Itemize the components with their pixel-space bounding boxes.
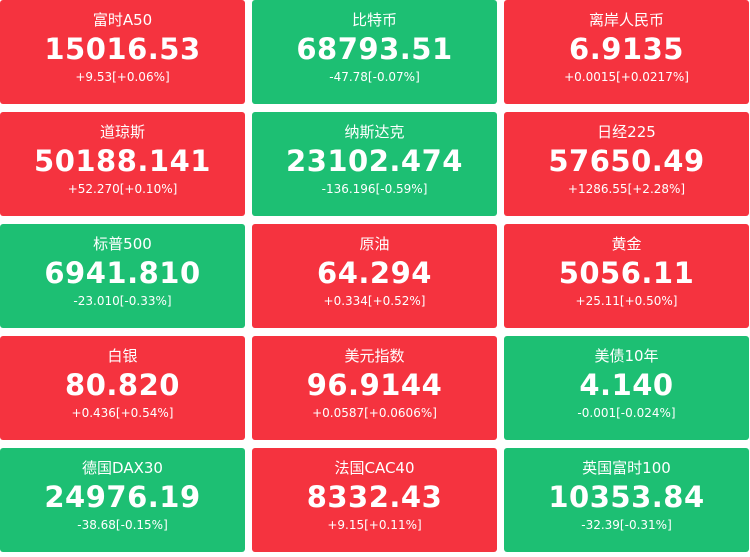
quote-name: 日经225: [597, 123, 656, 141]
quote-tile[interactable]: 德国DAX30 24976.19 -38.68[-0.15%]: [0, 448, 245, 552]
quote-change: -47.78[-0.07%]: [329, 70, 420, 84]
quote-value: 10353.84: [548, 480, 705, 514]
quote-change: +25.11[+0.50%]: [575, 294, 678, 308]
quote-change: -32.39[-0.31%]: [581, 518, 672, 532]
quote-value: 68793.51: [296, 32, 453, 66]
quote-name: 黄金: [611, 235, 642, 253]
quote-value: 6941.810: [44, 256, 201, 290]
quote-change: +9.53[+0.06%]: [75, 70, 170, 84]
quote-tile[interactable]: 道琼斯 50188.141 +52.270[+0.10%]: [0, 112, 245, 216]
quote-name: 美元指数: [344, 347, 405, 365]
quote-tile[interactable]: 比特币 68793.51 -47.78[-0.07%]: [252, 0, 497, 104]
quote-change: +0.0587[+0.0606%]: [312, 406, 437, 420]
quote-value: 5056.11: [558, 256, 695, 290]
quote-value: 80.820: [65, 368, 180, 402]
quote-name: 美债10年: [594, 347, 659, 365]
quote-tile[interactable]: 标普500 6941.810 -23.010[-0.33%]: [0, 224, 245, 328]
quote-change: -38.68[-0.15%]: [77, 518, 168, 532]
quote-name: 离岸人民币: [588, 11, 664, 29]
quote-name: 英国富时100: [582, 459, 671, 477]
quote-name: 德国DAX30: [82, 459, 163, 477]
quote-name: 标普500: [93, 235, 152, 253]
quote-value: 24976.19: [44, 480, 201, 514]
quote-tile[interactable]: 美元指数 96.9144 +0.0587[+0.0606%]: [252, 336, 497, 440]
quote-name: 比特币: [351, 11, 397, 29]
quote-value: 50188.141: [34, 144, 211, 178]
quote-value: 23102.474: [286, 144, 463, 178]
quote-tile[interactable]: 纳斯达克 23102.474 -136.196[-0.59%]: [252, 112, 497, 216]
quote-tile[interactable]: 黄金 5056.11 +25.11[+0.50%]: [504, 224, 749, 328]
quote-change: +0.334[+0.52%]: [323, 294, 426, 308]
quote-change: +0.436[+0.54%]: [71, 406, 174, 420]
quote-change: +1286.55[+2.28%]: [567, 182, 686, 196]
quote-name: 纳斯达克: [344, 123, 405, 141]
quote-tile[interactable]: 美债10年 4.140 -0.001[-0.024%]: [504, 336, 749, 440]
quote-name: 法国CAC40: [334, 459, 415, 477]
quote-tile[interactable]: 白银 80.820 +0.436[+0.54%]: [0, 336, 245, 440]
quote-change: +9.15[+0.11%]: [327, 518, 422, 532]
quote-value: 6.9135: [569, 32, 684, 66]
quote-value: 96.9144: [306, 368, 443, 402]
quote-change: +0.0015[+0.0217%]: [564, 70, 689, 84]
quote-change: -23.010[-0.33%]: [73, 294, 172, 308]
quote-change: +52.270[+0.10%]: [67, 182, 178, 196]
quote-value: 8332.43: [306, 480, 443, 514]
quote-tile[interactable]: 日经225 57650.49 +1286.55[+2.28%]: [504, 112, 749, 216]
quote-value: 64.294: [317, 256, 432, 290]
quote-name: 富时A50: [92, 11, 153, 29]
quote-tile[interactable]: 法国CAC40 8332.43 +9.15[+0.11%]: [252, 448, 497, 552]
quote-tile[interactable]: 离岸人民币 6.9135 +0.0015[+0.0217%]: [504, 0, 749, 104]
quote-change: -136.196[-0.59%]: [321, 182, 428, 196]
quote-name: 白银: [107, 347, 138, 365]
quote-value: 15016.53: [44, 32, 201, 66]
quote-value: 4.140: [579, 368, 674, 402]
quote-tile[interactable]: 原油 64.294 +0.334[+0.52%]: [252, 224, 497, 328]
quote-tile[interactable]: 富时A50 15016.53 +9.53[+0.06%]: [0, 0, 245, 104]
quote-value: 57650.49: [548, 144, 705, 178]
quote-name: 原油: [359, 235, 390, 253]
quote-change: -0.001[-0.024%]: [577, 406, 676, 420]
quote-tile[interactable]: 英国富时100 10353.84 -32.39[-0.31%]: [504, 448, 749, 552]
quote-name: 道琼斯: [99, 123, 145, 141]
